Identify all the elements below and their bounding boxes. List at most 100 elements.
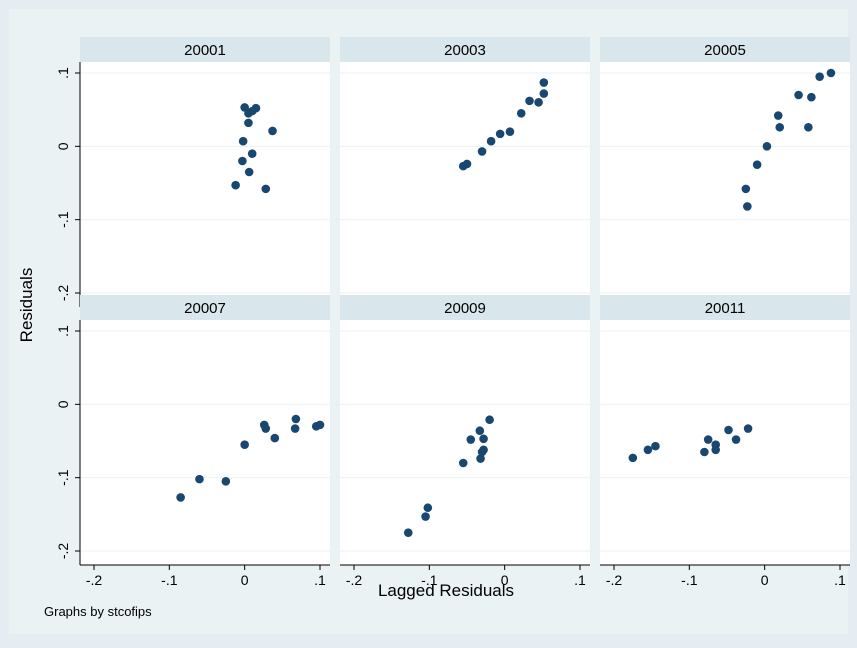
data-point xyxy=(643,445,653,455)
x-tick-label: 0 xyxy=(241,572,249,588)
data-point xyxy=(270,433,280,443)
x-tick-label: -.2 xyxy=(346,572,363,588)
y-axis-label: Residuals xyxy=(17,268,36,343)
data-point xyxy=(458,161,468,171)
data-point xyxy=(804,122,813,132)
panel-header xyxy=(80,37,330,62)
data-point xyxy=(221,477,231,486)
data-point xyxy=(700,447,709,457)
data-point xyxy=(525,96,534,106)
data-point xyxy=(486,136,496,146)
panel-20001: 20001 -.2 -.1 0 .1 xyxy=(55,37,330,307)
data-point xyxy=(539,78,549,87)
data-point xyxy=(495,129,505,139)
data-point xyxy=(485,415,494,425)
data-point xyxy=(807,92,816,102)
data-point xyxy=(475,426,485,436)
x-tick-label: -.1 xyxy=(681,572,698,588)
data-point xyxy=(534,98,543,107)
data-point xyxy=(826,68,836,78)
data-point xyxy=(261,184,271,194)
panel-title: 20003 xyxy=(444,42,486,59)
data-point xyxy=(628,453,638,463)
data-point xyxy=(268,126,277,136)
x-tick-label: -.2 xyxy=(606,572,623,588)
data-point xyxy=(752,160,762,169)
panel-title: 20001 xyxy=(184,42,226,59)
x-tick-label: 0 xyxy=(501,572,509,588)
x-tick-label: .1 xyxy=(574,572,586,588)
plot-area xyxy=(340,320,590,565)
y-tick-label: 0 xyxy=(55,142,71,150)
data-point xyxy=(762,142,772,151)
data-point xyxy=(466,435,476,444)
data-point xyxy=(291,414,301,424)
data-point xyxy=(743,202,752,211)
panel-20011: 20011 -.2 -.1 0 .1 xyxy=(600,295,850,588)
data-point xyxy=(458,458,468,468)
data-point xyxy=(477,447,487,457)
x-tick-label: .1 xyxy=(314,572,326,588)
data-point xyxy=(703,435,713,444)
plot-area xyxy=(600,320,850,565)
x-tick-label: -.1 xyxy=(421,572,438,588)
data-point xyxy=(731,435,741,444)
y-tick-label: -.1 xyxy=(55,211,71,228)
y-tick-label: -.1 xyxy=(55,469,71,486)
x-tick-label: 0 xyxy=(761,572,769,588)
data-point xyxy=(311,422,321,431)
data-point xyxy=(711,445,720,455)
data-point xyxy=(240,440,249,449)
data-point xyxy=(244,167,254,177)
panel-20003: 20003 xyxy=(340,37,590,307)
y-tick-label: -.2 xyxy=(55,543,71,560)
panel-title: 20009 xyxy=(444,300,486,317)
panel-20007: 20007 -.2 -.1 0 .1 -.2 -.1 0 .1 xyxy=(55,295,330,588)
data-point xyxy=(231,180,240,190)
data-point xyxy=(505,127,515,136)
panel-title: 20007 xyxy=(184,300,226,317)
data-point xyxy=(743,424,753,433)
data-point xyxy=(195,474,204,484)
data-point xyxy=(477,147,487,156)
plot-area xyxy=(600,62,850,307)
plot-area xyxy=(80,62,330,307)
panels-group: 20001 -.2 -.1 0 .1 20003 20005 20007 -.2 -.1 0 .1 -.… xyxy=(55,37,850,588)
data-point xyxy=(403,528,413,537)
plot-area xyxy=(80,320,330,565)
x-tick-label: .1 xyxy=(834,572,846,588)
data-point xyxy=(539,89,549,98)
x-axis-label: Lagged Residuals xyxy=(378,581,514,600)
by-variable-note: Graphs by stcofips xyxy=(44,604,152,619)
data-point xyxy=(238,156,247,166)
data-point xyxy=(775,122,785,132)
data-point xyxy=(773,111,783,120)
panel-title: 20005 xyxy=(704,42,746,59)
data-point xyxy=(479,434,488,444)
y-tick-label: -.2 xyxy=(55,285,71,302)
panel-header xyxy=(600,295,850,320)
data-point xyxy=(421,512,430,521)
y-tick-label: 0 xyxy=(55,400,71,408)
y-tick-label: .1 xyxy=(55,67,71,79)
data-point xyxy=(244,109,253,118)
panel-20005: 20005 xyxy=(600,37,850,307)
data-point xyxy=(516,109,526,118)
plot-area xyxy=(340,62,590,307)
panel-header xyxy=(340,37,590,62)
data-point xyxy=(176,493,185,502)
x-tick-label: -.2 xyxy=(86,572,103,588)
x-tick-label: -.1 xyxy=(161,572,178,588)
data-point xyxy=(244,118,253,128)
data-point xyxy=(651,441,660,451)
data-point xyxy=(815,72,824,81)
panel-20009: 20009 -.2 -.1 0 .1 xyxy=(340,295,590,588)
panel-title: 20011 xyxy=(705,300,746,317)
data-point xyxy=(741,184,751,194)
panel-header xyxy=(80,295,330,320)
data-point xyxy=(423,503,433,513)
data-point xyxy=(247,149,257,158)
data-point xyxy=(290,424,300,433)
